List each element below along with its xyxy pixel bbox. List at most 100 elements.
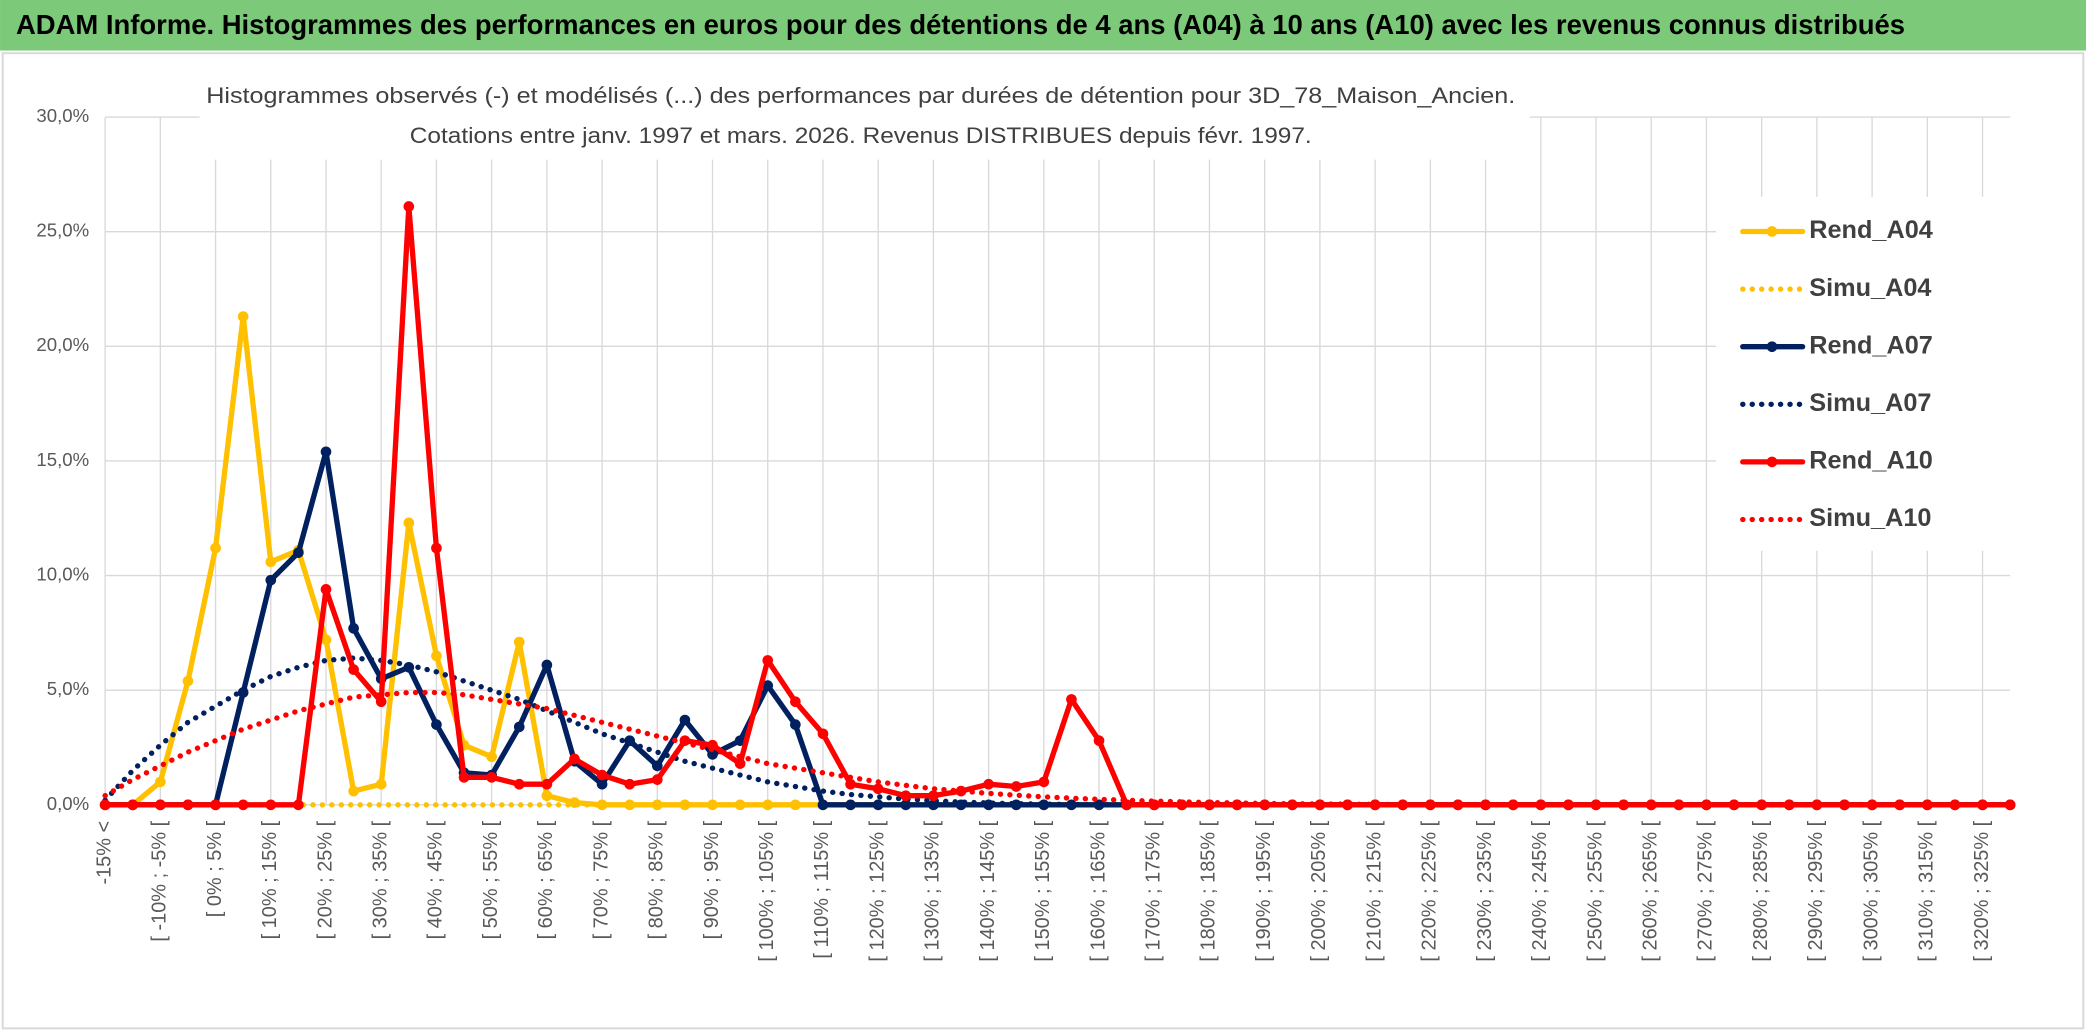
legend-marker: [1766, 456, 1778, 468]
point-marker: [348, 785, 359, 797]
x-tick-label: -15% <: [93, 821, 115, 885]
y-tick-label: 25,0%: [36, 220, 89, 241]
point-marker: [734, 735, 746, 746]
point-marker: [403, 517, 415, 529]
point-marker: [900, 799, 912, 811]
chart-subtitle: Histogrammes observés (-) et modélisés (…: [206, 83, 1515, 108]
x-tick-label: [ 40% ; 45% [: [425, 820, 447, 939]
point-marker: [486, 772, 497, 783]
point-marker: [817, 799, 829, 811]
point-marker: [1010, 781, 1022, 792]
point-marker: [707, 749, 718, 760]
subtitle-box: [199, 77, 1530, 160]
point-marker: [541, 778, 553, 790]
x-tick-label: [ 320% ; 325% [: [1971, 820, 1993, 961]
point-marker: [541, 790, 553, 801]
chart-frame: [1, 52, 2085, 1030]
point-marker: [1728, 799, 1740, 811]
point-marker: [900, 790, 912, 801]
point-marker: [1866, 799, 1878, 811]
point-marker: [845, 799, 856, 811]
legend-label: Simu_A07: [1809, 389, 1931, 417]
x-tick-label: [ 70% ; 75% [: [590, 820, 612, 939]
plot: -15% < [ -10% ; -5% [[ 0% ; 5% [[ 10% ; 1…: [36, 105, 2016, 962]
x-tick-label: [ 300% ; 305% [: [1860, 820, 1882, 961]
legend-marker: [1766, 341, 1778, 353]
x-tick-label: [ 180% ; 185% [: [1198, 820, 1220, 961]
point-marker: [1038, 776, 1050, 788]
x-tick-label: [ 10% ; 15% [: [259, 820, 281, 939]
point-marker: [845, 778, 856, 790]
x-tick-label: [ 20% ; 25% [: [314, 820, 336, 939]
legend-label: Simu_A04: [1809, 274, 1931, 302]
point-marker: [155, 776, 166, 788]
point-marker: [928, 790, 939, 801]
x-tick-label: [ 60% ; 65% [: [535, 820, 557, 939]
point-marker: [679, 799, 691, 811]
point-marker: [182, 675, 194, 687]
x-tick-label: [ 100% ; 105% [: [756, 820, 778, 961]
x-tick-label: [ 270% ; 275% [: [1695, 820, 1717, 961]
point-marker: [513, 636, 525, 648]
point-marker: [513, 721, 525, 733]
y-tick-label: 10,0%: [36, 564, 89, 585]
y-tick-label: 15,0%: [36, 449, 89, 470]
point-marker: [2004, 799, 2016, 811]
legend-box: [1716, 196, 2012, 551]
point-marker: [762, 655, 774, 666]
legend-marker: [1766, 226, 1778, 237]
point-marker: [1756, 799, 1767, 811]
x-tick-label: [ 110% ; 115% [: [811, 820, 833, 958]
point-marker: [486, 751, 497, 763]
chart-title: ADAM Informe. Histogrammes des performan…: [16, 9, 1905, 40]
x-tick-label: [ 220% ; 225% [: [1419, 820, 1441, 961]
point-marker: [983, 778, 994, 790]
point-marker: [458, 772, 470, 783]
point-marker: [348, 622, 359, 634]
point-marker: [265, 574, 277, 586]
point-marker: [1066, 694, 1077, 705]
point-marker: [1093, 735, 1105, 746]
x-tick-label: [ 290% ; 295% [: [1805, 820, 1827, 961]
x-tick-label: [ 30% ; 35% [: [369, 820, 391, 939]
legend-label: Simu_A10: [1809, 504, 1931, 532]
x-tick-label: [ 160% ; 165% [: [1087, 820, 1109, 961]
point-marker: [155, 799, 166, 811]
point-marker: [790, 696, 801, 707]
x-tick-label: [ 210% ; 215% [: [1363, 820, 1385, 961]
point-marker: [1811, 799, 1823, 811]
point-marker: [651, 760, 663, 772]
x-tick-label: [ 310% ; 315% [: [1916, 820, 1938, 961]
point-marker: [403, 201, 415, 212]
point-marker: [872, 783, 884, 795]
point-marker: [320, 584, 332, 595]
point-marker: [569, 753, 580, 765]
point-marker: [99, 799, 111, 811]
point-marker: [596, 769, 608, 781]
y-tick-label: 0,0%: [47, 793, 89, 814]
point-marker: [182, 799, 194, 811]
x-tick-label: [ -10% ; -5% [: [149, 820, 171, 941]
point-marker: [872, 799, 884, 811]
x-tick-label: [ 190% ; 195% [: [1253, 820, 1275, 961]
series-line: [102, 203, 2013, 808]
legend-label: Rend_A10: [1809, 447, 1933, 475]
point-marker: [293, 547, 304, 558]
point-marker: [320, 446, 332, 458]
x-tick-label: [ 130% ; 135% [: [922, 820, 944, 961]
point-marker: [1783, 799, 1795, 811]
point-marker: [210, 799, 221, 811]
point-marker: [348, 664, 359, 675]
point-marker: [596, 799, 608, 811]
point-marker: [541, 659, 553, 671]
point-marker: [320, 634, 332, 646]
point-marker: [1452, 799, 1464, 811]
point-marker: [210, 542, 221, 554]
point-marker: [817, 728, 829, 740]
y-tick-label: 20,0%: [36, 334, 89, 355]
point-marker: [1397, 799, 1409, 811]
point-marker: [790, 719, 801, 730]
point-marker: [513, 778, 525, 790]
dotted-line: [102, 689, 2013, 808]
